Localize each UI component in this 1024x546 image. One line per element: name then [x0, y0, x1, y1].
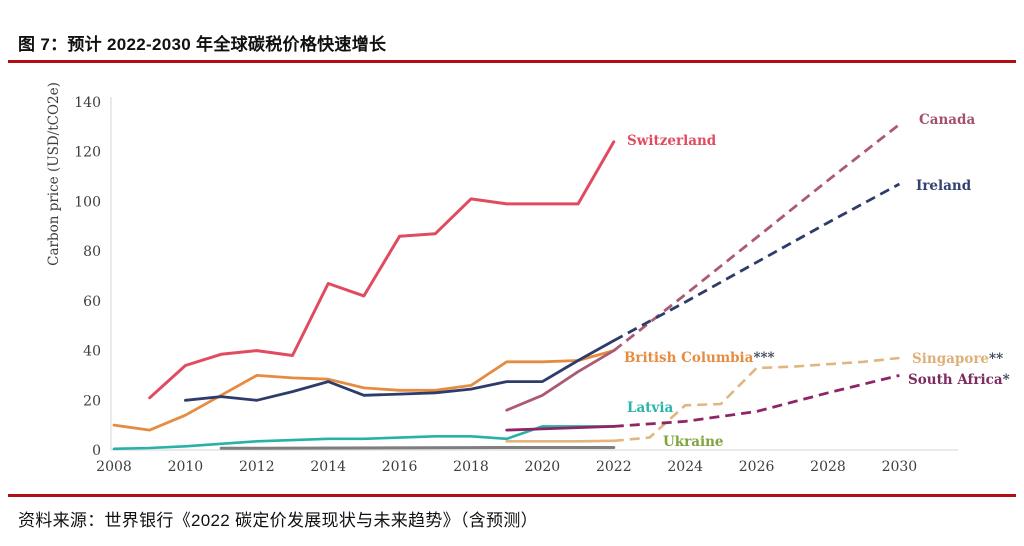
x-axis-tick-label: 2028 — [810, 459, 846, 475]
x-axis-tick-label: 2030 — [882, 459, 918, 475]
x-axis-tick-label: 2022 — [596, 459, 632, 475]
figure-title: 图 7：预计 2022-2030 年全球碳税价格快速增长 — [18, 35, 387, 54]
series-label-british-columbia: British Columbia*** — [624, 350, 775, 366]
series-label-canada: Canada — [919, 112, 975, 128]
series-label-latvia: Latvia — [627, 400, 673, 416]
y-axis-tick-label: 140 — [74, 95, 101, 111]
y-axis-tick-label: 100 — [74, 194, 101, 210]
series-line-switzerland — [148, 140, 616, 400]
x-axis-tick-label: 2018 — [453, 459, 489, 475]
series-line-singapore — [505, 439, 616, 443]
y-axis-tick-label: 80 — [83, 244, 101, 260]
series-line-british-columbia — [112, 349, 616, 432]
series-line-south-africa — [505, 424, 616, 432]
series-label-south-africa: South Africa* — [908, 372, 1010, 388]
x-axis-tick-label: 2014 — [310, 459, 346, 475]
series-label-ukraine: Ukraine — [663, 434, 724, 450]
bottom-divider-rule — [8, 494, 1016, 497]
series-label-ireland: Ireland — [916, 178, 972, 194]
y-axis-tick-label: 40 — [83, 344, 101, 360]
y-axis-tick-label: 60 — [83, 294, 101, 310]
series-label-singapore: Singapore** — [912, 351, 1003, 367]
series-label-switzerland: Switzerland — [627, 133, 717, 149]
series-forecast-line-south-africa — [613, 374, 900, 428]
x-axis-tick-label: 2008 — [96, 459, 132, 475]
top-divider-rule — [8, 60, 1016, 63]
series-forecast-line-singapore — [613, 356, 900, 443]
series-forecast-line-canada — [612, 123, 901, 352]
series-forecast-line-ireland — [613, 182, 901, 342]
y-axis-title: Carbon price (USD/tCO2e) — [46, 82, 62, 266]
x-axis-tick-label: 2026 — [739, 459, 775, 475]
x-axis-tick-label: 2010 — [168, 459, 204, 475]
y-axis-tick-label: 120 — [74, 145, 101, 161]
x-axis-tick-label: 2024 — [667, 459, 703, 475]
y-axis-tick-label: 0 — [92, 443, 101, 459]
x-axis-tick-label: 2016 — [382, 459, 418, 475]
x-axis-tick-label: 2012 — [239, 459, 275, 475]
series-line-ireland — [183, 339, 616, 402]
y-axis-tick-label: 20 — [83, 393, 101, 409]
series-line-canada — [505, 349, 616, 412]
source-note: 资料来源：世界银行《2022 碳定价发展现状与未来趋势》（含预测） — [18, 511, 538, 530]
series-line-ukraine — [219, 446, 616, 450]
x-axis-tick-label: 2020 — [525, 459, 561, 475]
